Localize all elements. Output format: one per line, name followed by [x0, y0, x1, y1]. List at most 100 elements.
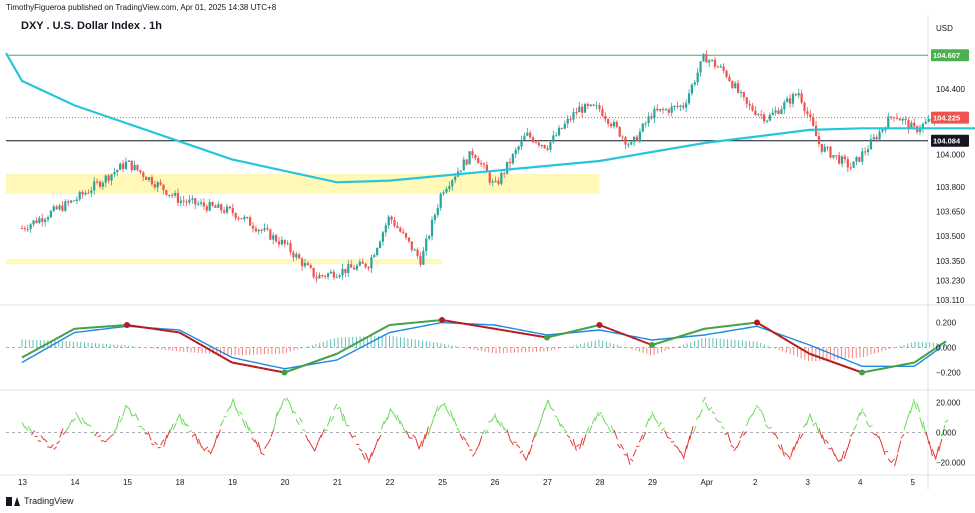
candle-up	[708, 60, 711, 63]
momentum-segment	[109, 434, 114, 438]
momentum-segment	[219, 419, 225, 427]
wave-segment	[510, 330, 516, 334]
momentum-segment	[188, 430, 193, 433]
wave-segment	[457, 321, 464, 325]
candle-up	[104, 175, 107, 183]
momentum-segment	[267, 438, 272, 445]
momentum-segment	[774, 433, 779, 440]
wave-segment	[620, 332, 627, 336]
momentum-segment	[453, 417, 458, 427]
candle-down	[607, 119, 610, 124]
candle-down	[482, 163, 486, 165]
candle-down	[477, 158, 480, 164]
candle-down	[474, 155, 477, 159]
candle-down	[748, 103, 751, 106]
sell-dot	[754, 319, 760, 326]
wave-segment	[940, 340, 947, 346]
wave-segment	[242, 363, 248, 367]
momentum-segment	[673, 444, 678, 448]
momentum-segment	[928, 440, 933, 457]
momentum-segment	[399, 420, 404, 428]
momentum-segment	[632, 449, 637, 457]
buy-dot	[649, 342, 655, 348]
momentum-segment	[626, 452, 631, 465]
candle-up	[133, 164, 136, 171]
candle-down	[737, 83, 740, 93]
candle-down	[843, 156, 847, 160]
momentum-segment	[566, 434, 571, 439]
wave-segment	[635, 338, 642, 342]
candle-down	[98, 181, 102, 187]
momentum-segment	[169, 423, 174, 433]
candle-up	[188, 199, 191, 203]
momentum-segment	[81, 417, 86, 424]
price-tick-label: 103.500	[936, 232, 965, 241]
momentum-segment	[572, 438, 577, 451]
momentum-segment	[62, 430, 67, 435]
wave-segment	[231, 361, 238, 365]
chart-title[interactable]: DXY . U.S. Dollar Index . 1h	[21, 20, 163, 32]
momentum-segment	[456, 427, 461, 433]
candle-up	[355, 265, 359, 270]
wave-segment	[405, 322, 411, 325]
momentum-segment	[531, 432, 536, 443]
wave-segment	[320, 356, 327, 361]
currency-label[interactable]: USD	[936, 24, 953, 33]
candle-up	[451, 180, 454, 187]
momentum-segment	[446, 410, 451, 417]
candle-up	[633, 136, 636, 143]
momentum-segment	[831, 447, 836, 456]
momentum-segment	[935, 446, 940, 460]
momentum-segment	[150, 443, 155, 446]
candle-up	[373, 255, 376, 258]
wave-segment	[525, 333, 532, 336]
candle-up	[884, 129, 887, 131]
momentum-segment	[506, 429, 511, 441]
wave-segment	[383, 324, 390, 329]
wave-segment	[562, 331, 569, 335]
wave-segment	[53, 336, 60, 342]
candle-up	[670, 106, 673, 113]
wave-segment	[919, 354, 926, 360]
momentum-segment	[75, 412, 80, 419]
candle-down	[364, 263, 367, 268]
wave-segment	[289, 367, 296, 372]
candle-up	[280, 239, 283, 245]
sell-dot	[124, 322, 130, 328]
candle-down	[419, 256, 422, 265]
candle-up	[303, 263, 307, 267]
momentum-segment	[97, 435, 101, 438]
candle-up	[78, 192, 81, 200]
candle-up	[866, 149, 870, 153]
wave-segment	[909, 361, 915, 365]
momentum-segment	[834, 453, 839, 461]
momentum-segment	[865, 420, 870, 427]
momentum-segment	[881, 444, 886, 456]
price-tick-label: 103.650	[936, 208, 965, 217]
momentum-segment	[238, 411, 243, 415]
candle-down	[20, 228, 24, 230]
candle-up	[924, 121, 927, 124]
candle-up	[84, 192, 87, 195]
momentum-segment	[629, 458, 634, 462]
candle-up	[69, 200, 73, 203]
candle-up	[765, 120, 769, 122]
momentum-segment	[402, 427, 407, 434]
candle-down	[220, 204, 223, 211]
candle-up	[566, 118, 569, 124]
candle-up	[425, 238, 428, 251]
wave-segment	[263, 367, 269, 371]
candle-down	[826, 146, 829, 148]
candle-up	[387, 216, 390, 226]
momentum-segment	[191, 433, 196, 438]
wave-segment	[693, 329, 700, 333]
tradingview-logo[interactable]: TradingView	[6, 496, 74, 506]
candle-down	[390, 216, 393, 220]
momentum-segment	[616, 443, 621, 449]
candle-up	[29, 224, 32, 230]
wave-segment	[452, 320, 458, 324]
wave-segment	[704, 327, 710, 330]
candle-down	[560, 127, 564, 129]
candle-up	[595, 105, 598, 107]
